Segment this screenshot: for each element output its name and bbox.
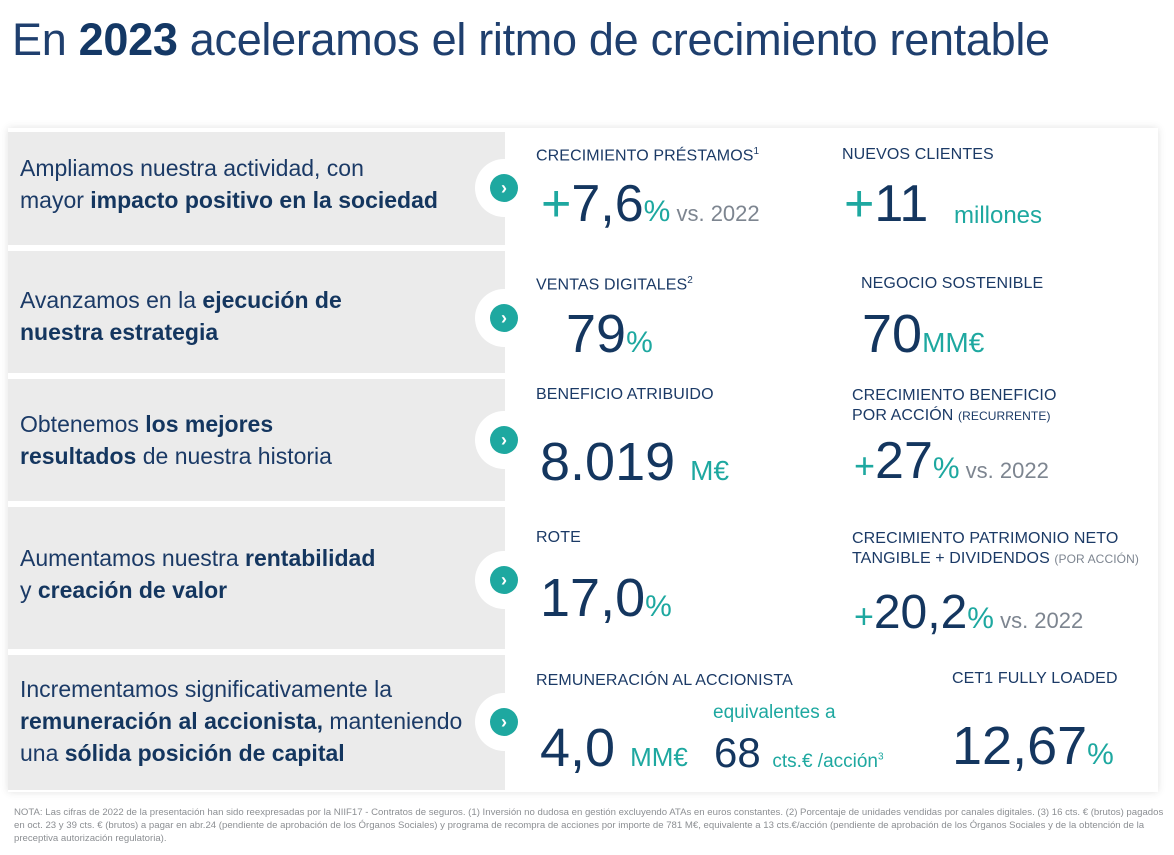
row-estrategia: Avanzamos en la ejecución de nuestra est… [8, 251, 1158, 373]
row-actividad: Ampliamos nuestra actividad, con mayor i… [8, 132, 1158, 245]
row-description: Incrementamos significativamente la remu… [8, 655, 505, 790]
chevron-right-icon: › [490, 708, 518, 736]
metric-value: 4,0 MM€ [540, 718, 688, 778]
metric-value: 12,67% [952, 716, 1114, 776]
metric-value: 79% [566, 304, 653, 364]
row-accionista: Incrementamos significativamente la remu… [8, 655, 1158, 790]
metric-value: +27% vs. 2022 [854, 432, 1049, 490]
row-resultados: Obtenemos los mejores resultados de nues… [8, 379, 1158, 501]
metric-value: +7,6% vs. 2022 [541, 175, 760, 233]
row-description: Ampliamos nuestra actividad, con mayor i… [8, 132, 505, 245]
arrow-button[interactable]: › [475, 289, 533, 347]
metric-label: NUEVOS CLIENTES [842, 146, 994, 163]
arrow-button[interactable]: › [475, 411, 533, 469]
arrow-button[interactable]: › [475, 551, 533, 609]
row-description: Avanzamos en la ejecución de nuestra est… [8, 251, 505, 373]
arrow-button[interactable]: › [475, 693, 533, 751]
chevron-right-icon: › [490, 304, 518, 332]
row-description: Aumentamos nuestra rentabilidad y creaci… [8, 507, 505, 649]
arrow-button[interactable]: › [475, 159, 533, 217]
metric-label: CRECIMIENTO PATRIMONIO NETO TANGIBLE + DI… [852, 530, 1139, 567]
chevron-right-icon: › [490, 566, 518, 594]
metric-value: 17,0% [540, 568, 672, 628]
equivalent-label: equivalentes a [713, 702, 836, 723]
metric-label: CET1 FULLY LOADED [952, 670, 1118, 687]
metric-label: ROTE [536, 529, 581, 546]
metric-label: BENEFICIO ATRIBUIDO [536, 386, 714, 403]
metric-label: CRECIMIENTO PRÉSTAMOS1 [536, 146, 760, 165]
chevron-right-icon: › [490, 426, 518, 454]
page-title: En 2023 aceleramos el ritmo de crecimien… [12, 14, 1050, 65]
metric-value: +20,2% vs. 2022 [854, 586, 1084, 639]
metric-label: REMUNERACIÓN AL ACCIONISTA [536, 672, 793, 689]
metric-label: VENTAS DIGITALES2 [536, 275, 693, 294]
metric-value: 70MM€ [862, 304, 985, 364]
metric-value: +11 [844, 175, 929, 233]
metric-value: 68 cts.€ /acción3 [714, 729, 884, 776]
footnote: NOTA: Las cifras de 2022 de la presentac… [14, 807, 1164, 844]
metric-value: 8.019 M€ [540, 432, 730, 492]
chevron-right-icon: › [490, 174, 518, 202]
row-description: Obtenemos los mejores resultados de nues… [8, 379, 505, 501]
metric-label: NEGOCIO SOSTENIBLE [861, 275, 1044, 292]
row-rentabilidad: Aumentamos nuestra rentabilidad y creaci… [8, 507, 1158, 649]
metric-label: CRECIMIENTO BENEFICIO POR ACCIÓN (RECURRE… [852, 387, 1057, 424]
metric-unit: millones [954, 202, 1043, 229]
